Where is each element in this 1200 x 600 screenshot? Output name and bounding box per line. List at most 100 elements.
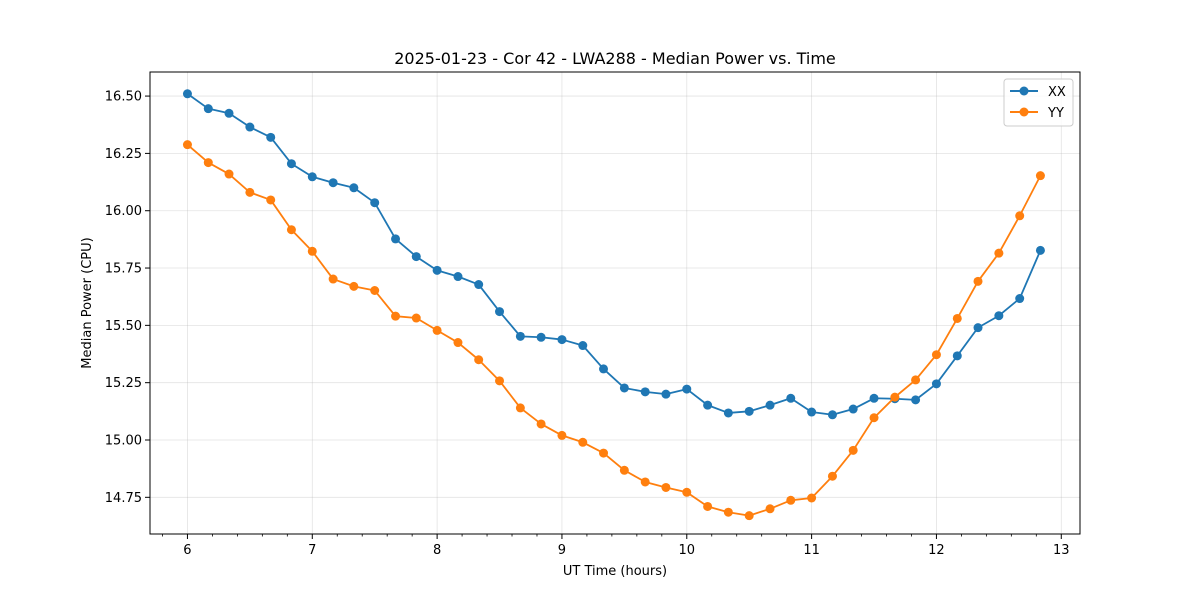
legend-label-yy: YY [1047, 106, 1064, 121]
data-point-yy [973, 276, 983, 286]
data-point-yy [848, 445, 858, 455]
data-point-yy [182, 140, 192, 150]
data-point-xx [869, 393, 879, 403]
data-point-yy [952, 313, 962, 323]
x-tick-label: 12 [928, 543, 945, 558]
data-point-xx [723, 408, 733, 418]
chart-title: 2025-01-23 - Cor 42 - LWA288 - Median Po… [394, 49, 836, 68]
data-point-xx [807, 407, 817, 417]
y-tick-label: 14.75 [105, 491, 142, 506]
data-point-xx [827, 410, 837, 420]
data-point-yy [931, 350, 941, 360]
data-point-yy [515, 403, 525, 413]
data-point-yy [307, 246, 317, 256]
data-point-xx [307, 172, 317, 182]
data-point-yy [349, 281, 359, 291]
data-point-yy [432, 325, 442, 335]
data-point-yy [453, 338, 463, 348]
data-point-yy [536, 419, 546, 429]
data-point-yy [370, 286, 380, 296]
data-point-xx [952, 351, 962, 361]
data-point-yy [994, 248, 1004, 258]
data-point-xx [286, 159, 296, 169]
data-point-yy [765, 504, 775, 514]
data-point-xx [640, 387, 650, 397]
y-tick-label: 15.75 [105, 262, 142, 277]
data-point-xx [557, 335, 567, 345]
x-tick-label: 13 [1053, 543, 1070, 558]
data-point-xx [432, 265, 442, 275]
data-point-yy [557, 430, 567, 440]
data-point-yy [245, 187, 255, 197]
data-point-yy [682, 487, 692, 497]
data-point-xx [973, 323, 983, 333]
y-tick-label: 16.00 [105, 204, 142, 219]
data-point-xx [349, 183, 359, 193]
y-axis-label: Median Power (CPU) [80, 237, 95, 368]
data-point-xx [703, 400, 713, 410]
data-point-yy [495, 376, 505, 386]
data-point-yy [203, 158, 213, 168]
data-point-yy [286, 225, 296, 235]
series-layer [182, 89, 1045, 521]
data-point-xx [682, 384, 692, 394]
y-tick-label: 15.50 [105, 319, 142, 334]
grid [150, 72, 1080, 534]
data-point-xx [515, 331, 525, 341]
data-point-yy [474, 355, 484, 365]
data-point-xx [495, 307, 505, 317]
data-point-xx [786, 393, 796, 403]
data-point-yy [391, 311, 401, 321]
x-tick-label: 9 [558, 543, 566, 558]
data-point-yy [661, 482, 671, 492]
legend: XX YY [1003, 78, 1074, 127]
data-point-yy [1015, 211, 1025, 221]
data-point-xx [474, 280, 484, 290]
data-point-yy [1035, 171, 1045, 181]
data-point-xx [536, 332, 546, 342]
x-tick-label: 8 [433, 543, 441, 558]
data-point-xx [619, 383, 629, 393]
ticks: 6 7 8 9 10 11 12 13 14.75 15.00 15.25 15.50 15.75 16.… [105, 90, 1070, 558]
data-point-yy [786, 495, 796, 505]
data-point-xx [994, 311, 1004, 321]
x-tick-label: 7 [308, 543, 316, 558]
data-point-xx [266, 132, 276, 142]
data-point-yy [578, 437, 588, 447]
data-point-xx [203, 104, 213, 114]
data-point-xx [911, 395, 921, 405]
data-point-xx [931, 379, 941, 389]
data-point-yy [619, 465, 629, 475]
data-point-yy [827, 471, 837, 481]
y-tick-label: 16.50 [105, 90, 142, 105]
plot-frame [149, 71, 1081, 535]
data-point-xx [370, 198, 380, 208]
data-point-xx [411, 252, 421, 262]
data-point-xx [224, 108, 234, 118]
legend-marker-yy [1019, 107, 1029, 117]
data-point-xx [744, 406, 754, 416]
data-point-yy [266, 195, 276, 205]
data-point-yy [599, 448, 609, 458]
data-point-xx [245, 122, 255, 132]
data-point-yy [807, 493, 817, 503]
data-point-xx [328, 178, 338, 188]
data-point-yy [640, 477, 650, 487]
data-point-xx [765, 400, 775, 410]
y-tick-label: 15.00 [105, 433, 142, 448]
x-axis-label: UT Time (hours) [563, 564, 667, 579]
data-point-xx [661, 389, 671, 399]
data-point-xx [1035, 245, 1045, 255]
data-point-yy [411, 313, 421, 323]
legend-label-xx: XX [1048, 85, 1066, 100]
data-point-yy [744, 511, 754, 521]
data-point-yy [328, 274, 338, 284]
data-point-yy [890, 392, 900, 402]
x-tick-label: 6 [183, 543, 191, 558]
legend-marker-xx [1019, 86, 1029, 96]
data-point-xx [453, 272, 463, 282]
data-point-yy [703, 501, 713, 511]
data-point-yy [869, 413, 879, 423]
